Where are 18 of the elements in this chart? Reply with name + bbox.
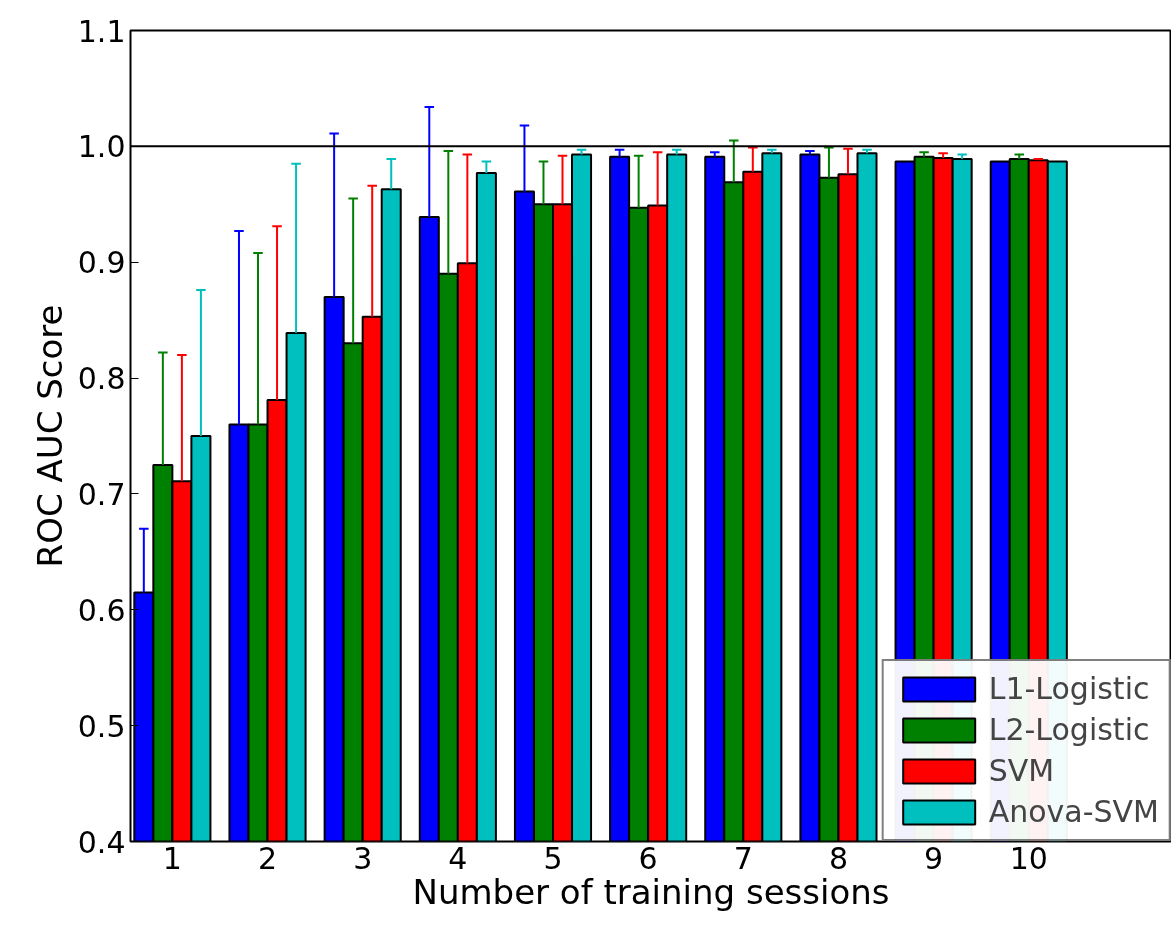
y-tick-label: 0.9 xyxy=(77,245,126,281)
x-tick-label: 1 xyxy=(162,840,182,876)
x-tick-label: 10 xyxy=(1009,840,1048,876)
y-tick-label: 0.6 xyxy=(77,592,126,628)
x-tick-label: 3 xyxy=(353,840,373,876)
y-tick-label: 0.8 xyxy=(77,361,126,397)
legend-label: L2-Logistic xyxy=(988,712,1150,747)
x-tick-label: 9 xyxy=(924,840,944,876)
y-tick-label: 1.0 xyxy=(77,129,126,165)
x-tick-label: 2 xyxy=(257,840,278,876)
y-tick-label: 0.4 xyxy=(77,824,126,860)
y-axis-title: ROC AUC Score xyxy=(29,304,70,568)
y-tick-label: 0.7 xyxy=(77,476,126,512)
legend-label: SVM xyxy=(988,753,1055,788)
legend-label: L1-Logistic xyxy=(988,671,1150,706)
legend-label: Anova-SVM xyxy=(988,794,1159,829)
y-tick-label: 0.5 xyxy=(77,708,126,744)
y-tick-label: 1.1 xyxy=(77,13,126,49)
